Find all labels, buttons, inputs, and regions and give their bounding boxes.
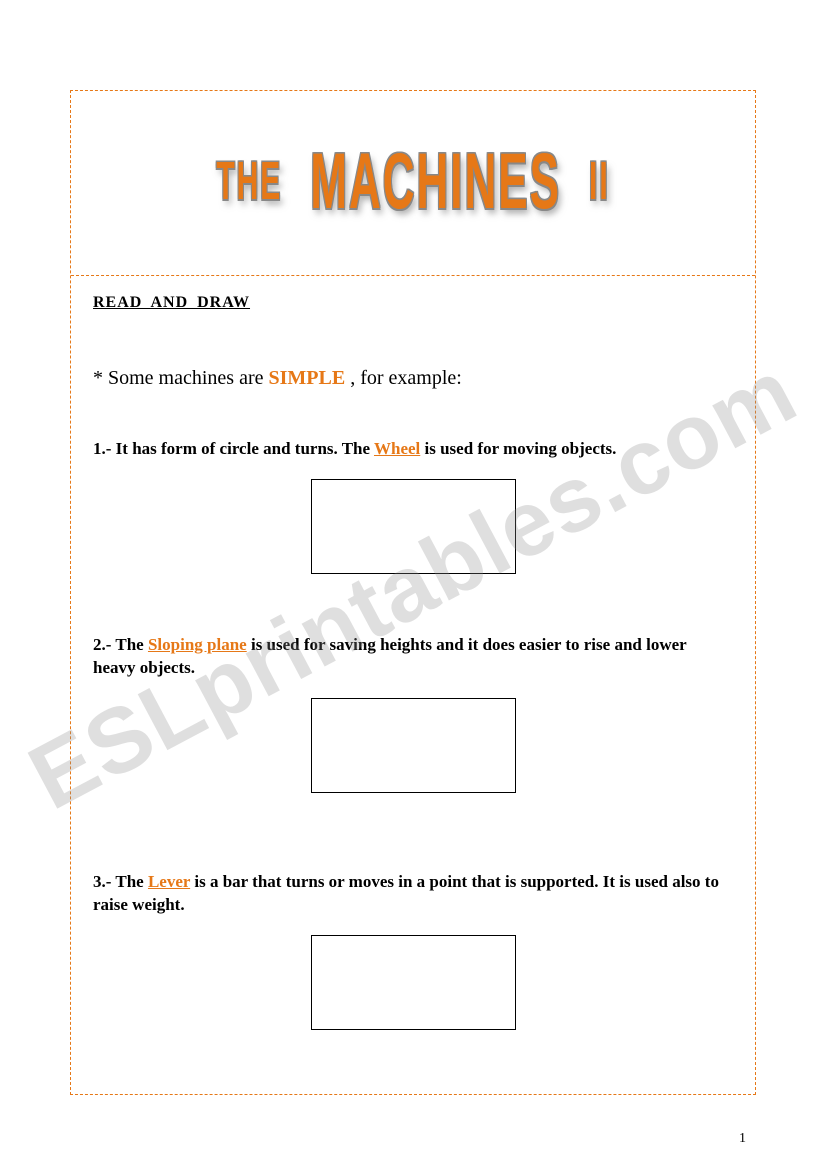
draw-box-1	[311, 479, 516, 574]
content-area: READ AND DRAW * Some machines are SIMPLE…	[71, 276, 755, 1040]
item-1-after: is used for moving objects.	[420, 439, 616, 458]
item-3-num: 3.-	[93, 872, 111, 891]
intro-line: * Some machines are SIMPLE , for example…	[93, 367, 733, 390]
item-3-keyword: Lever	[148, 872, 190, 891]
title-word-ii: II	[589, 152, 610, 213]
item-2-keyword: Sloping plane	[148, 635, 247, 654]
title-word-the: THE	[216, 152, 282, 213]
item-2-num: 2.-	[93, 635, 111, 654]
item-2-before: The	[111, 635, 148, 654]
draw-box-3	[311, 935, 516, 1030]
item-1-before: It has form of circle and turns. The	[111, 439, 374, 458]
item-1-keyword: Wheel	[374, 439, 420, 458]
item-3-before: The	[111, 872, 148, 891]
page-number: 1	[739, 1131, 746, 1147]
draw-box-2	[311, 698, 516, 793]
intro-keyword: SIMPLE	[269, 367, 346, 389]
title-word-machines: MACHINES	[310, 138, 561, 228]
item-1: 1.- It has form of circle and turns. The…	[93, 438, 733, 461]
item-3: 3.- The Lever is a bar that turns or mov…	[93, 871, 733, 917]
worksheet-border: THE MACHINES II READ AND DRAW * Some mac…	[70, 90, 756, 1095]
intro-prefix: * Some machines are	[93, 367, 269, 389]
intro-suffix: , for example:	[345, 367, 462, 389]
section-heading: READ AND DRAW	[93, 294, 733, 312]
item-1-num: 1.-	[93, 439, 111, 458]
item-2: 2.- The Sloping plane is used for saving…	[93, 634, 733, 680]
title-box: THE MACHINES II	[71, 91, 755, 276]
